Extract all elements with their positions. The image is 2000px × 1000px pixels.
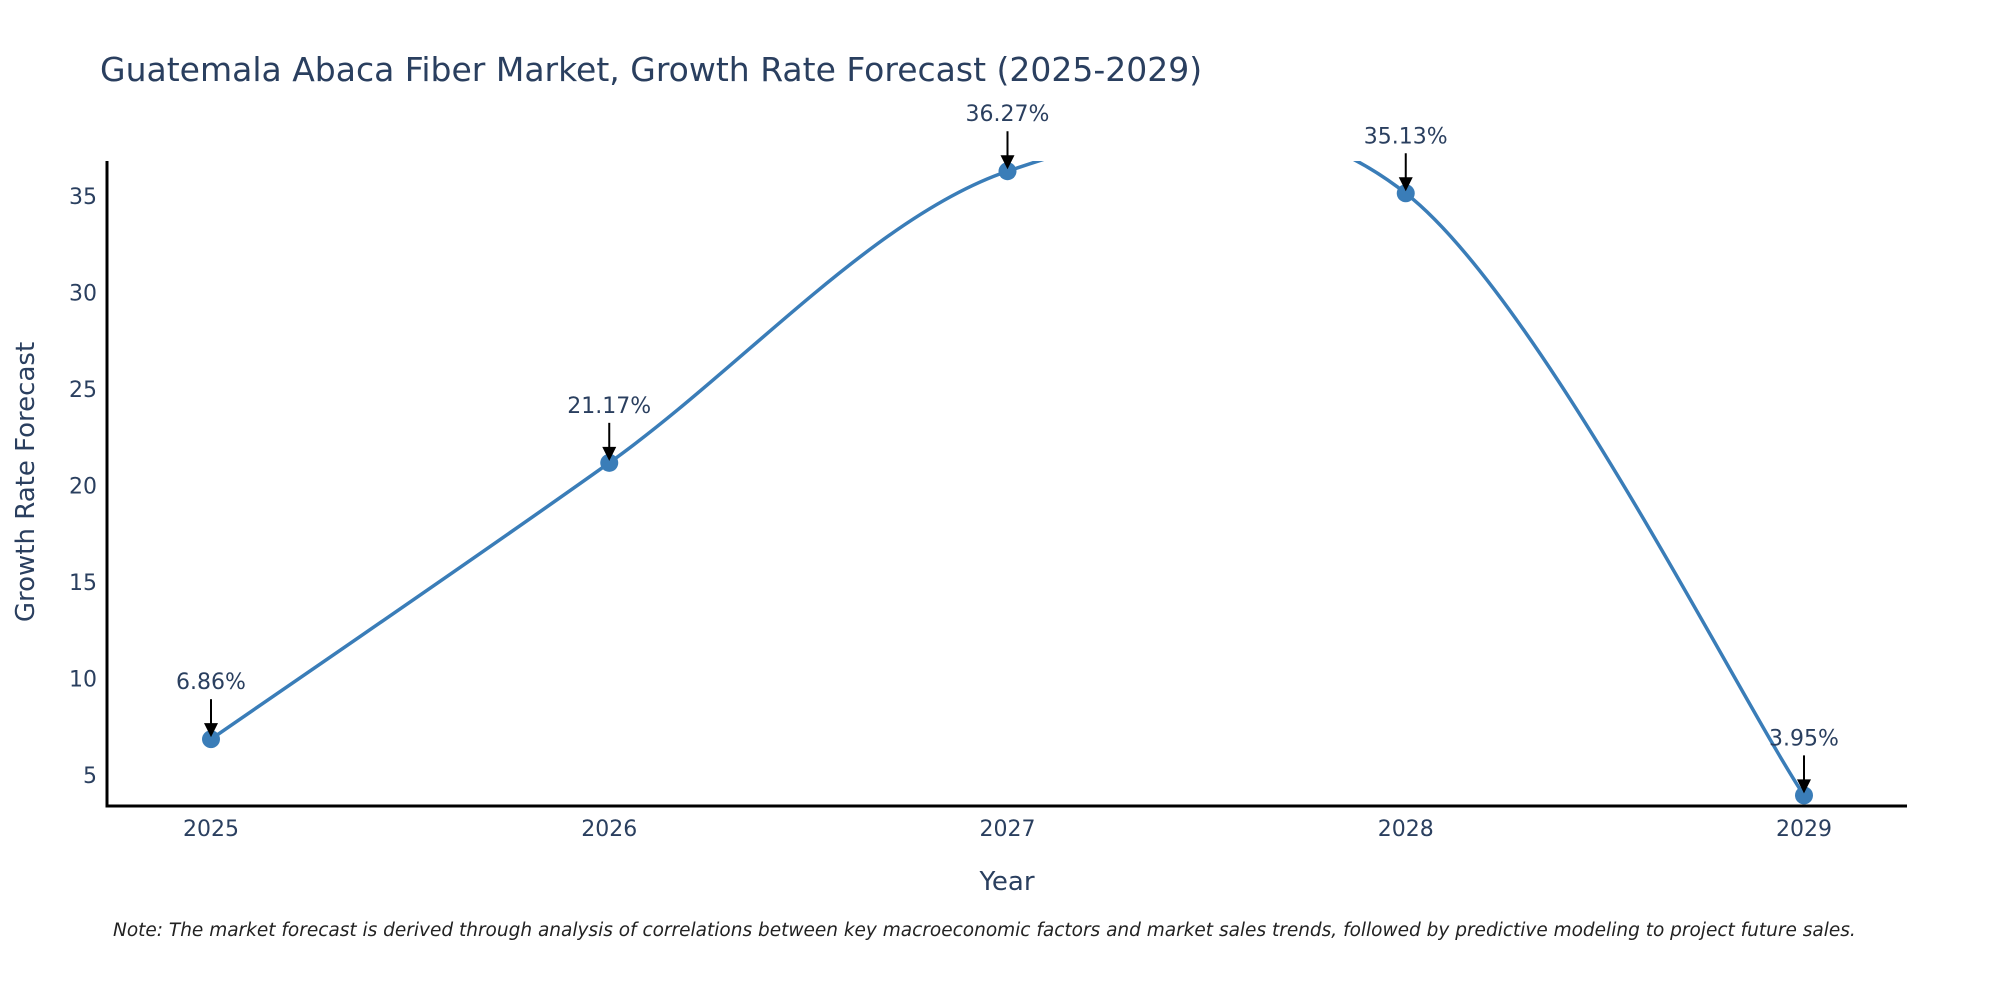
data-point-2026 (600, 453, 619, 472)
series-group (209, 161, 1806, 798)
data-point-2029 (1795, 786, 1813, 805)
data-label-2028: 35.13% (1364, 124, 1448, 149)
annotation-arrow-head (602, 446, 617, 461)
x-tick-label: 2026 (581, 817, 637, 842)
x-tick-label: 2028 (1378, 817, 1434, 842)
y-tick-label: 30 (69, 281, 97, 306)
x-tick-label: 2029 (1776, 817, 1832, 842)
annotation-arrow-head (1797, 779, 1811, 794)
footnote: Note: The market forecast is derived thr… (113, 920, 1856, 941)
series-line-0 (209, 161, 1806, 798)
annotation-arrow-head (1398, 177, 1413, 192)
y-tick-label: 5 (83, 764, 97, 789)
data-point-2028 (1396, 184, 1415, 203)
y-tick-label: 20 (69, 474, 97, 499)
y-tick-label: 15 (69, 571, 97, 596)
data-point-2025 (202, 730, 220, 749)
y-axis-title: Growth Rate Forecast (11, 342, 41, 622)
y-tick-label: 10 (69, 668, 97, 693)
data-labels-group: 6.86% 21.17% 36.27% 35.13% 3.95% (176, 102, 1839, 794)
y-tick-label: 35 (69, 185, 97, 210)
annotation-arrow-head (204, 723, 218, 738)
x-tick-label: 2027 (980, 817, 1036, 842)
annotation-arrow-head (1000, 155, 1015, 170)
x-axis-title: Year (978, 867, 1034, 897)
data-label-2026: 21.17% (567, 394, 651, 419)
y-tick-label: 25 (69, 378, 97, 403)
chart-title: Guatemala Abaca Fiber Market, Growth Rat… (100, 50, 1202, 89)
x-tick-labels: 2025 2026 2027 2028 2029 (183, 817, 1832, 842)
markers-group (202, 162, 1813, 805)
data-label-2029: 3.95% (1769, 726, 1839, 751)
data-label-2025: 6.86% (176, 670, 246, 695)
y-tick-labels: 5 10 15 20 25 30 35 (69, 185, 97, 789)
data-point-2027 (998, 162, 1017, 181)
x-tick-label: 2025 (183, 817, 239, 842)
data-label-2027: 36.27% (966, 102, 1050, 127)
